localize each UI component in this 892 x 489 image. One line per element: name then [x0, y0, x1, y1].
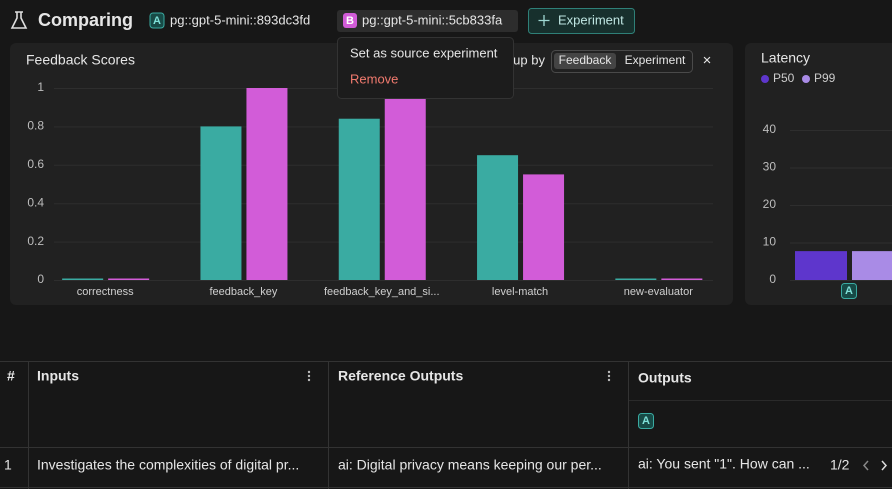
- column-header: Inputs: [37, 368, 79, 384]
- experiment-chip[interactable]: [337, 10, 518, 32]
- x-tick-label: feedback_key: [210, 286, 278, 298]
- latency-panel: [745, 43, 892, 305]
- toggle-option[interactable]: Feedback: [559, 53, 613, 67]
- toggle-option[interactable]: Experiment: [625, 53, 686, 67]
- flask-icon: [10, 11, 28, 29]
- y-tick-label: 0.6: [27, 157, 44, 171]
- badge: [149, 12, 165, 29]
- x-tick-label: new-evaluator: [624, 286, 693, 298]
- bar: [661, 278, 703, 280]
- column-header: #: [7, 368, 15, 384]
- badge: [841, 283, 857, 299]
- bar: [338, 118, 380, 280]
- charts: 0 0.2 0.4 0.6 0.8 1 correctness feedback_key fee…: [27, 71, 892, 299]
- bar: [384, 97, 426, 280]
- x-tick-label: level-match: [492, 286, 548, 298]
- bar: [62, 278, 104, 280]
- y-tick-label: 0: [37, 272, 44, 286]
- experiment-name[interactable]: pg::gpt-5-mini::5cb833fa: [362, 12, 503, 27]
- cell[interactable]: Investigates the complexities of digital…: [37, 457, 299, 473]
- badge-letter: A: [642, 415, 650, 427]
- legend-swatch: [802, 75, 810, 83]
- dropdown-menu: [337, 37, 514, 99]
- y-tick-label: 0.2: [27, 234, 44, 248]
- prev-button[interactable]: [862, 460, 869, 471]
- column-menu-icon[interactable]: [607, 370, 611, 382]
- x-tick-label: A: [845, 285, 853, 297]
- add-experiment-button[interactable]: [528, 8, 635, 34]
- x-tick-label: feedback_key_and_si...: [324, 286, 440, 298]
- y-tick-label: 1: [37, 80, 44, 94]
- x-tick-label: correctness: [77, 286, 134, 298]
- group-by-toggle: [551, 50, 693, 73]
- chart-title: Feedback Scores: [26, 52, 135, 68]
- badge: [638, 413, 654, 429]
- legend-label: P99: [814, 71, 836, 85]
- column-header: Outputs: [638, 370, 692, 386]
- badge-letter: B: [346, 15, 354, 27]
- badge-letter: A: [153, 15, 161, 27]
- column-header: Reference Outputs: [338, 368, 463, 384]
- bar: [477, 155, 519, 280]
- bar: [246, 88, 288, 280]
- column-menu-icon[interactable]: [307, 370, 311, 382]
- chart-title: Latency: [761, 50, 810, 66]
- cell[interactable]: ai: You sent "1". How can ...: [638, 456, 810, 472]
- y-tick-label: 40: [763, 122, 777, 136]
- y-tick-label: 20: [763, 197, 777, 211]
- y-tick-label: 10: [763, 235, 777, 249]
- menu-item[interactable]: Remove: [350, 71, 398, 86]
- cell[interactable]: ai: Digital privacy means keeping our pe…: [338, 457, 602, 473]
- close-button[interactable]: ×: [703, 52, 712, 69]
- bar: [200, 126, 242, 281]
- menu-item[interactable]: Set as source experiment: [350, 45, 498, 60]
- bar: [852, 251, 892, 280]
- legend-swatch: [761, 75, 769, 83]
- y-tick-label: 30: [763, 160, 777, 174]
- bar: [108, 278, 150, 280]
- y-tick-label: 0: [769, 272, 776, 286]
- bar: [523, 174, 565, 280]
- button-label[interactable]: Experiment: [558, 12, 624, 27]
- legend-label: P50: [773, 71, 795, 85]
- toggle-selected[interactable]: [554, 53, 616, 69]
- page-title: Comparing: [38, 10, 133, 30]
- pagination: 1/2: [830, 457, 850, 473]
- bar: [615, 278, 657, 280]
- table-grid: [0, 361, 892, 489]
- y-tick-label: 0.8: [27, 119, 44, 133]
- next-button[interactable]: [881, 460, 888, 471]
- plus-icon: [538, 15, 550, 26]
- y-tick-label: 0.4: [27, 195, 44, 209]
- bar: [795, 251, 847, 280]
- badge: [343, 13, 357, 28]
- experiment-name[interactable]: pg::gpt-5-mini::893dc3fd: [170, 12, 310, 27]
- cell: 1: [4, 457, 12, 473]
